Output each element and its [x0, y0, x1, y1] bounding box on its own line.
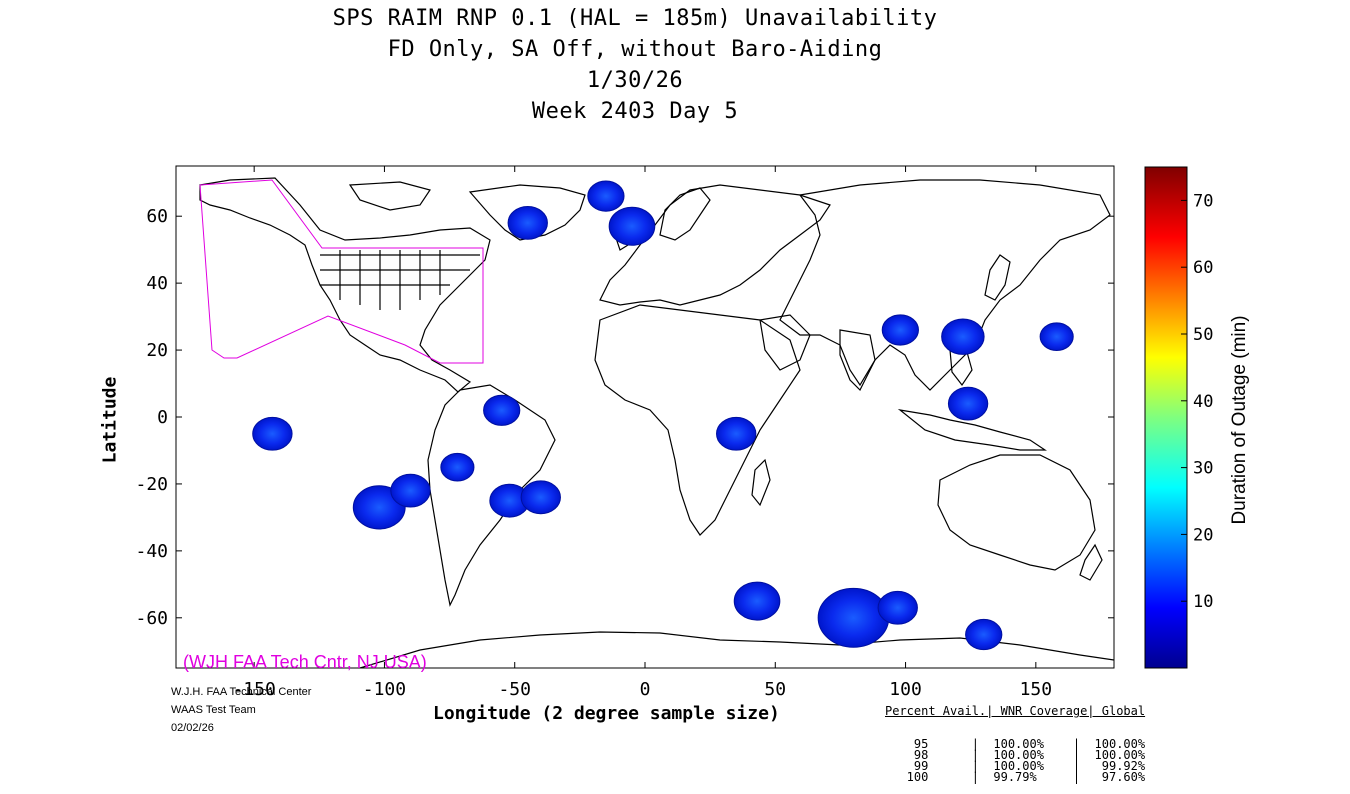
stats-header: Percent Avail.| WNR Coverage| Global: [885, 704, 1146, 718]
y-axis-label: Latitude: [99, 376, 121, 464]
map-title-line4: Week 2403 Day 5: [531, 99, 739, 124]
outage-blob: [941, 318, 985, 355]
colorbar-tick-label: 30: [1193, 459, 1213, 479]
x-tick-label: 0: [640, 679, 651, 700]
credit-line3: 02/02/26: [171, 722, 214, 734]
watermark-text: (WJH FAA Tech Cntr, NJ USA): [183, 652, 427, 672]
stats-row: 98 | 100.00% | 100.00%: [885, 748, 1146, 762]
outage-blob: [440, 452, 475, 482]
map-plot: -150 -100 -50 0 50 100 150 -60 -40 -20 0 20 40 60 10…: [135, 165, 1213, 700]
outage-blob: [608, 206, 656, 246]
outage-regions: [252, 180, 1074, 651]
x-axis-ticks: -150 -100 -50 0 50 100 150: [232, 166, 1052, 700]
y-tick-label: 60: [146, 206, 168, 227]
x-tick-label: 150: [1020, 679, 1053, 700]
y-tick-label: 20: [146, 340, 168, 361]
x-axis-label: Longitude (2 degree sample size): [433, 703, 780, 724]
y-tick-label: -40: [135, 541, 168, 562]
y-tick-label: 0: [157, 407, 168, 428]
outage-blob: [947, 386, 989, 421]
colorbar-ticks: 10 20 30 40 50 60 70: [1181, 191, 1213, 612]
y-tick-label: 40: [146, 273, 168, 294]
credit-line2: WAAS Test Team: [171, 704, 256, 716]
stats-row: 99 | 100.00% | 99.92%: [885, 759, 1146, 773]
outage-blob: [587, 180, 625, 212]
colorbar-tick-label: 70: [1193, 191, 1213, 211]
colorbar-tick-label: 60: [1193, 258, 1213, 278]
stats-row: 100 | 99.79% | 97.60%: [885, 770, 1146, 784]
y-tick-label: -60: [135, 608, 168, 629]
x-tick-label: -150: [232, 679, 275, 700]
x-tick-label: -50: [498, 679, 531, 700]
x-tick-label: 50: [764, 679, 786, 700]
outage-blob: [817, 587, 890, 648]
credit-line1: W.J.H. FAA Technical Center: [171, 686, 312, 698]
outage-blob: [507, 205, 548, 240]
stats-row: 95 | 100.00% | 100.00%: [885, 737, 1146, 751]
colorbar-label: Duration of Outage (min): [1229, 315, 1250, 525]
outage-blob: [877, 590, 918, 625]
colorbar-tick-label: 20: [1193, 525, 1213, 545]
x-tick-label: -100: [363, 679, 406, 700]
outage-blob: [483, 394, 521, 426]
x-tick-label: 100: [889, 679, 922, 700]
outage-blob: [520, 480, 561, 515]
colorbar-tick-label: 10: [1193, 592, 1213, 612]
wnr-region-outline: [199, 179, 484, 364]
outage-blob: [881, 314, 919, 346]
map-title-line3: 1/30/26: [586, 68, 684, 93]
colorbar-tick-label: 40: [1193, 392, 1213, 412]
outage-blob: [965, 618, 1003, 651]
outage-blob: [390, 473, 431, 508]
outage-blob: [252, 416, 293, 451]
colorbar: [1144, 166, 1188, 669]
y-axis-ticks: -60 -40 -20 0 20 40 60: [135, 206, 1114, 629]
y-tick-label: -20: [135, 474, 168, 495]
outage-blob: [716, 416, 757, 451]
colorbar-tick-label: 50: [1193, 325, 1213, 345]
availability-stats-table: Percent Avail.| WNR Coverage| Global 95 …: [885, 684, 1145, 794]
outage-blob: [733, 581, 781, 621]
map-title-line1: SPS RAIM RNP 0.1 (HAL = 185m) Unavailabi…: [332, 6, 938, 31]
map-title-line2: FD Only, SA Off, without Baro-Aiding: [387, 37, 883, 62]
outage-blob: [1039, 322, 1074, 351]
